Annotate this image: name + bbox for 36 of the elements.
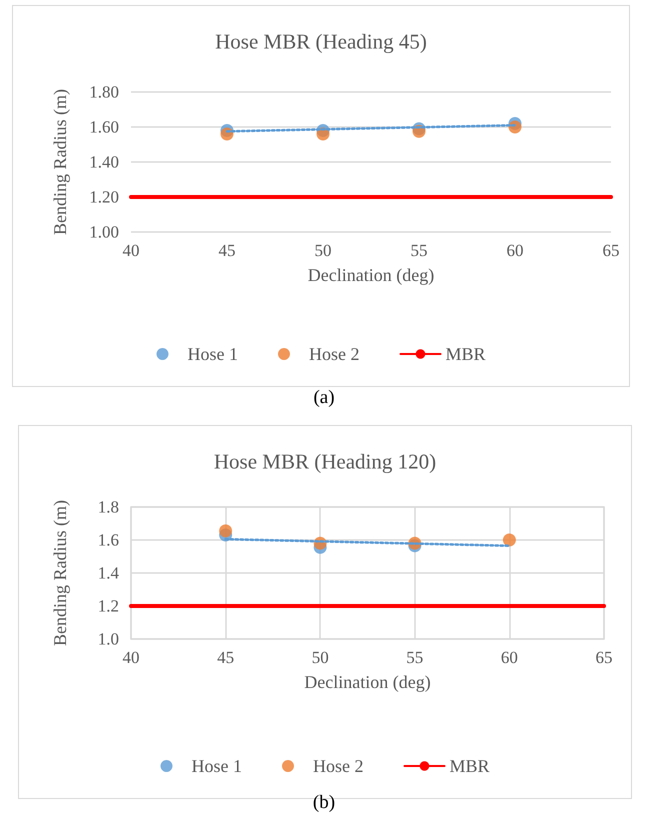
y-tick-label: 1.4 bbox=[98, 564, 120, 582]
x-tick-label: 65 bbox=[596, 648, 612, 667]
legend-label: Hose 1 bbox=[188, 344, 238, 364]
x-tick-label: 65 bbox=[602, 241, 620, 260]
y-tick-label: 1.2 bbox=[98, 596, 119, 616]
x-tick-label: 50 bbox=[314, 241, 332, 260]
x-tick-label: 50 bbox=[312, 648, 329, 667]
legend-label: MBR bbox=[449, 756, 490, 776]
x-tick-label: 40 bbox=[122, 648, 140, 667]
x-tick-label: 40 bbox=[122, 241, 140, 260]
text: (a) bbox=[312, 387, 336, 409]
x-tick-label: 60 bbox=[506, 241, 524, 260]
x-tick-label: 60 bbox=[500, 648, 518, 667]
y-tick-label: 1.00 bbox=[89, 222, 119, 242]
x-tick-label: 55 bbox=[406, 648, 424, 667]
legend-label: Hose 2 bbox=[312, 756, 364, 776]
chart-title: Hose MBR (Heading 45) bbox=[215, 30, 427, 54]
x-tick-label: 55 bbox=[410, 241, 428, 260]
legend-label: Hose 2 bbox=[308, 344, 360, 364]
x-axis-title: Declination (deg) bbox=[304, 672, 431, 692]
y-axis-title: Bending Radius (m) bbox=[50, 89, 70, 235]
y-tick-label: 1.20 bbox=[89, 188, 119, 206]
y-tick-label: 1.8 bbox=[98, 498, 119, 516]
y-tick-label: 1.80 bbox=[89, 82, 119, 102]
legend-label: MBR bbox=[445, 344, 486, 364]
chart-title: Hose MBR (Heading 120) bbox=[214, 450, 436, 474]
x-axis-title: Declination (deg) bbox=[308, 265, 434, 285]
y-tick-label: 1.60 bbox=[89, 118, 119, 136]
y-tick-label: 1.40 bbox=[89, 152, 119, 172]
legend-label: Hose 1 bbox=[192, 756, 242, 776]
y-tick-label: 1.0 bbox=[98, 630, 119, 648]
x-tick-label: 45 bbox=[218, 241, 236, 260]
y-tick-label: 1.6 bbox=[98, 530, 119, 550]
y-axis-title: Bending Radius (m) bbox=[50, 500, 70, 646]
x-tick-label: 45 bbox=[217, 648, 234, 667]
text: (b) bbox=[312, 792, 336, 814]
